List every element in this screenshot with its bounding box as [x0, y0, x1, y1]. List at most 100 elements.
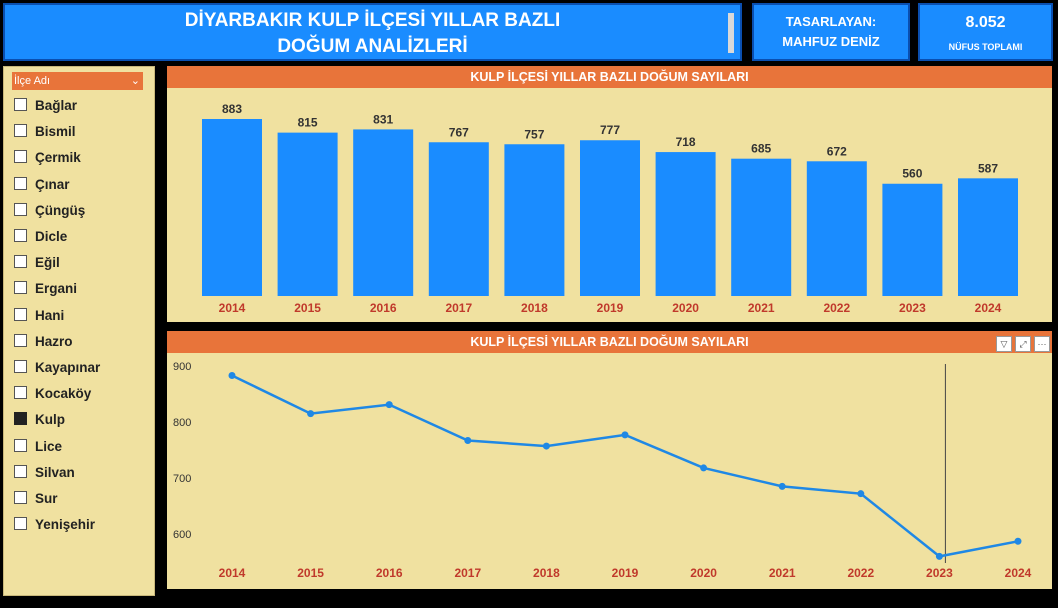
bar-chart: 883 2014 815 2015 831 2016 767 2017 757 2018 777 20… — [202, 102, 1018, 315]
bar — [958, 178, 1018, 296]
more-options-icon[interactable]: ··· — [1034, 336, 1050, 352]
x-tick-label: 2017 — [454, 566, 481, 580]
slicer-item-label: Çınar — [35, 176, 70, 192]
designer-card: TASARLAYAN: MAHFUZ DENİZ — [752, 3, 910, 61]
x-tick-label: 2024 — [1005, 566, 1032, 580]
slicer-checkbox[interactable] — [14, 491, 27, 504]
dashboard-title: DİYARBAKIR KULP İLÇESİ YILLAR BAZLI DOĞU… — [3, 3, 742, 61]
slicer-checkbox[interactable] — [14, 98, 27, 111]
slicer-item-label: Bağlar — [35, 98, 78, 113]
population-card: 8.052 NÜFUS TOPLAMI — [918, 3, 1053, 61]
slicer-item[interactable]: Silvan — [14, 464, 75, 482]
slicer-checkbox[interactable] — [14, 176, 27, 190]
slicer-checkbox[interactable] — [14, 229, 27, 242]
x-tick-label: 2014 — [219, 566, 246, 580]
slicer-item[interactable]: Çınar — [14, 176, 70, 194]
slicer-item[interactable]: Sur — [14, 490, 58, 508]
data-point — [307, 410, 315, 418]
bar-value-label: 777 — [600, 123, 620, 137]
slicer-checkbox[interactable] — [14, 307, 27, 321]
slicer-item-label: Hani — [35, 307, 65, 323]
slicer-item[interactable]: Çermik — [14, 149, 81, 167]
bar-value-label: 757 — [524, 127, 544, 141]
slicer-item[interactable]: Bismil — [14, 123, 76, 141]
slicer-item[interactable]: Kayapınar — [14, 359, 100, 377]
slicer-item[interactable]: Hani — [14, 307, 64, 325]
slicer-checkbox[interactable] — [14, 412, 27, 426]
bar-value-label: 685 — [751, 142, 771, 156]
slicer-item-label: Kocaköy — [35, 386, 92, 402]
slicer-title: İlçe Adı — [14, 75, 51, 87]
data-point — [542, 442, 550, 450]
data-point — [857, 490, 865, 498]
data-point — [935, 552, 943, 560]
slicer-item[interactable]: Bağlar — [14, 97, 77, 115]
filter-icon[interactable]: ▽ — [996, 336, 1012, 352]
x-tick-label: 2018 — [521, 301, 548, 315]
bar-value-label: 767 — [449, 125, 469, 139]
slicer-item-label: Silvan — [35, 464, 75, 480]
x-tick-label: 2016 — [370, 301, 397, 315]
slicer-item[interactable]: Ergani — [14, 280, 77, 298]
bar-chart-title: KULP İLÇESİ YILLAR BAZLI DOĞUM SAYILARI — [167, 66, 1052, 88]
district-slicer: İlçe Adı ⌄ Bağlar Bismil Çermik Çınar Çüngüş… — [3, 66, 155, 596]
y-tick-label: 700 — [173, 473, 191, 485]
slicer-checkbox[interactable] — [14, 333, 27, 347]
x-tick-label: 2021 — [748, 301, 775, 315]
slicer-item[interactable]: Hazro — [14, 333, 73, 351]
y-tick-label: 900 — [173, 361, 191, 373]
x-tick-label: 2017 — [445, 301, 472, 315]
bar-value-label: 815 — [298, 116, 318, 130]
line-chart: 600 700 800 900 2014 2015 2016 2017 2018 2019 2020… — [173, 361, 1032, 580]
data-point — [464, 436, 472, 444]
population-label: NÜFUS TOPLAMI — [948, 42, 1023, 52]
slicer-item[interactable]: Çüngüş — [14, 202, 85, 220]
slicer-item-label: Eğil — [35, 255, 60, 271]
x-tick-label: 2020 — [690, 566, 717, 580]
slicer-item[interactable]: Dicle — [14, 228, 67, 246]
slicer-checkbox[interactable] — [14, 386, 27, 400]
slicer-item-label: Kulp — [35, 412, 65, 428]
slicer-checkbox[interactable] — [14, 124, 27, 138]
bar-value-label: 672 — [827, 144, 847, 158]
chevron-down-icon[interactable]: ⌄ — [130, 75, 140, 87]
slicer-checkbox[interactable] — [14, 360, 27, 373]
slicer-item[interactable]: Eğil — [14, 254, 60, 272]
slicer-item[interactable]: Kulp — [14, 411, 65, 429]
slicer-item[interactable]: Lice — [14, 438, 62, 456]
slicer-checkbox[interactable] — [14, 517, 27, 531]
x-tick-label: 2015 — [297, 566, 324, 580]
slicer-item[interactable]: Yenişehir — [14, 516, 95, 534]
bar-chart-panel: KULP İLÇESİ YILLAR BAZLI DOĞUM SAYILARI … — [167, 66, 1052, 322]
bar-value-label: 560 — [902, 167, 922, 181]
focus-mode-icon[interactable]: ⤢ — [1015, 336, 1031, 352]
bar-value-label: 831 — [373, 112, 393, 126]
bar — [428, 142, 489, 296]
slicer-checkbox[interactable] — [14, 150, 27, 164]
slicer-item[interactable]: Kocaköy — [14, 385, 91, 403]
slicer-item-label: Yenişehir — [35, 517, 96, 533]
bar-value-label: 587 — [978, 161, 998, 175]
x-tick-label: 2016 — [376, 566, 403, 580]
title-scrollbar[interactable] — [728, 13, 734, 53]
x-tick-label: 2020 — [672, 301, 699, 315]
bar-value-label: 718 — [676, 135, 696, 149]
slicer-checkbox[interactable] — [14, 464, 27, 478]
slicer-checkbox[interactable] — [14, 255, 27, 269]
line-chart-title: KULP İLÇESİ YILLAR BAZLI DOĞUM SAYILARI — [167, 331, 1052, 353]
bar — [580, 140, 640, 296]
slicer-item-label: Bismil — [35, 124, 76, 140]
data-point — [228, 372, 236, 380]
slicer-header[interactable]: İlçe Adı ⌄ — [12, 72, 143, 90]
slicer-item-label: Lice — [35, 438, 63, 454]
slicer-checkbox[interactable] — [14, 202, 27, 216]
bar — [806, 161, 867, 296]
slicer-checkbox[interactable] — [14, 438, 27, 452]
title-line-1: DİYARBAKIR KULP İLÇESİ YILLAR BAZLI — [184, 10, 561, 31]
data-point — [385, 401, 393, 409]
x-tick-label: 2024 — [975, 301, 1002, 315]
bar — [655, 152, 716, 296]
slicer-checkbox[interactable] — [14, 281, 27, 295]
bar — [504, 144, 565, 296]
bar — [353, 129, 414, 296]
